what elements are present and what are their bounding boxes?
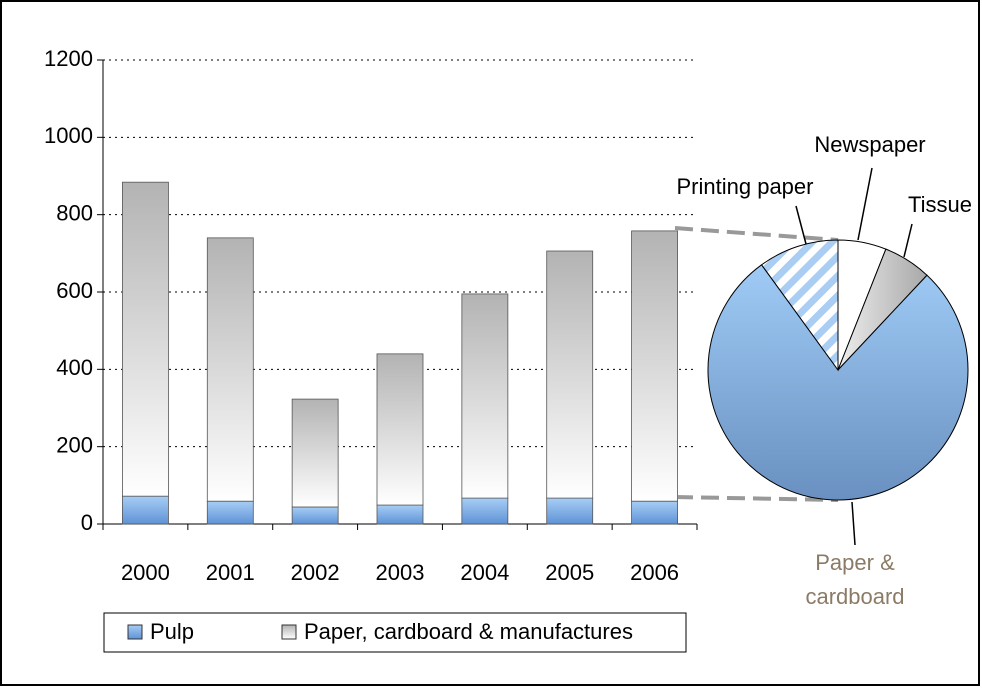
legend-box	[103, 612, 687, 653]
connector	[674, 226, 839, 242]
y-tick-label: 600	[56, 278, 93, 303]
leader-line	[851, 501, 856, 546]
legend-label: Pulp	[150, 619, 194, 644]
bar-segment	[291, 398, 339, 508]
x-tick-label: 2005	[545, 560, 594, 585]
y-tick-label: 0	[81, 510, 93, 535]
x-tick-label: 2003	[376, 560, 425, 585]
bar-segment	[461, 497, 509, 525]
pie-label: Newspaper	[814, 132, 926, 157]
bar-segment	[206, 500, 254, 525]
bar-segment	[206, 237, 254, 502]
bar-segment	[631, 230, 678, 502]
x-tick-label: 2001	[206, 560, 255, 585]
bar-segment	[376, 353, 424, 506]
legend-swatch	[127, 624, 143, 640]
bar-segment	[461, 293, 509, 499]
pie-label: Tissue	[908, 192, 972, 217]
y-tick-label: 800	[56, 200, 93, 225]
y-tick-label: 400	[56, 355, 93, 380]
pie-slice	[707, 264, 969, 501]
pie-slice	[760, 239, 839, 372]
x-tick-label: 2002	[291, 560, 340, 585]
y-tick-label: 1000	[44, 123, 93, 148]
bar-segment	[631, 500, 678, 525]
bar-segment	[376, 504, 424, 525]
legend-label: Paper, cardboard & manufactures	[304, 619, 633, 644]
legend-swatch	[281, 624, 297, 640]
leader-line	[903, 223, 913, 258]
pie-label: Printing paper	[676, 174, 814, 199]
bar-segment	[122, 495, 169, 525]
bar-segment	[122, 181, 169, 497]
y-tick-label: 200	[56, 432, 93, 457]
bar-segment	[546, 497, 594, 525]
x-tick-label: 2004	[460, 560, 509, 585]
pie-label: Paper & cardboard	[805, 550, 905, 609]
connector	[674, 495, 839, 502]
leader-line	[795, 205, 807, 245]
bar-segment	[291, 506, 339, 525]
bar-segment	[546, 250, 594, 499]
leader-line	[857, 167, 873, 241]
x-tick-label: 2000	[121, 560, 170, 585]
x-tick-label: 2006	[630, 560, 679, 585]
y-tick-label: 1200	[44, 46, 93, 71]
